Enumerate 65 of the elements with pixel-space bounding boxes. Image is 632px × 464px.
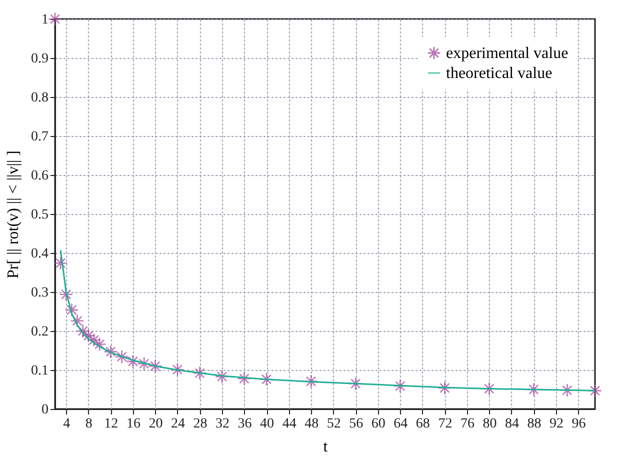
x-tick-label: 24 — [170, 416, 185, 432]
point — [86, 332, 101, 347]
point — [393, 379, 408, 393]
x-axis-title: t — [323, 438, 328, 456]
point — [104, 344, 118, 359]
x-tick-label: 64 — [394, 416, 408, 432]
x-tick-label: 44 — [282, 416, 296, 432]
x-tick-label: 36 — [238, 416, 252, 432]
x-tick-label: 52 — [326, 416, 341, 432]
y-tick-label: 0 — [42, 402, 48, 418]
legend-label: theoretical value — [446, 65, 552, 82]
point — [170, 362, 184, 377]
point — [92, 337, 107, 352]
point — [114, 350, 129, 364]
point — [137, 356, 152, 371]
x-tick-label: 68 — [416, 416, 430, 432]
x-tick-label: 40 — [260, 416, 274, 432]
x-tick-label: 92 — [550, 416, 564, 432]
x-tick-label: 48 — [304, 416, 319, 432]
x-tick-label: 32 — [216, 416, 230, 432]
line-series — [60, 250, 596, 392]
point — [54, 256, 68, 270]
point — [237, 372, 252, 386]
x-tick-label: 28 — [193, 416, 208, 432]
x-tick-label: 20 — [148, 416, 163, 432]
x-tick-label: 4 — [63, 416, 70, 432]
y-tick-label: 0.8 — [31, 90, 48, 106]
x-tick-label: 84 — [504, 416, 519, 432]
x-tick-label: 72 — [438, 416, 452, 432]
point — [70, 314, 84, 328]
y-tick-label: 0.6 — [31, 168, 48, 184]
x-tick-label: 88 — [527, 416, 542, 432]
x-tick-label: 60 — [371, 416, 386, 432]
point — [126, 354, 140, 368]
point — [526, 382, 541, 396]
x-tick-label: 56 — [349, 416, 364, 432]
y-tick-label: 0.5 — [31, 208, 48, 222]
y-tick-label: 0.9 — [31, 52, 48, 66]
point — [192, 366, 207, 380]
point — [81, 328, 96, 343]
x-tick-label: 8 — [85, 416, 92, 432]
point — [76, 324, 90, 338]
x-tick-label: 80 — [482, 416, 497, 432]
point — [588, 384, 602, 398]
point — [64, 302, 79, 317]
y-tick-label: 0.2 — [31, 324, 48, 340]
y-axis-title: Pr[ || rot(v) || < ||v|| ] — [5, 150, 22, 278]
y-tick-label: 0.3 — [31, 286, 48, 300]
x-tick-label: 16 — [126, 416, 140, 432]
point — [215, 370, 229, 384]
point — [260, 372, 274, 386]
point — [304, 374, 318, 388]
point — [59, 287, 74, 302]
legend-label: experimental value — [446, 45, 568, 62]
point — [348, 376, 363, 391]
x-tick-label: 12 — [104, 416, 118, 432]
point — [148, 359, 162, 374]
y-tick-label: 0.1 — [31, 364, 48, 378]
x-tick-label: 96 — [572, 416, 586, 432]
point — [48, 12, 62, 26]
y-tick-label: 0.7 — [31, 130, 48, 144]
x-tick-label: 76 — [460, 416, 474, 432]
point — [438, 380, 452, 395]
y-tick-label: 0.4 — [31, 246, 48, 262]
y-tick-label: 1 — [42, 12, 48, 28]
